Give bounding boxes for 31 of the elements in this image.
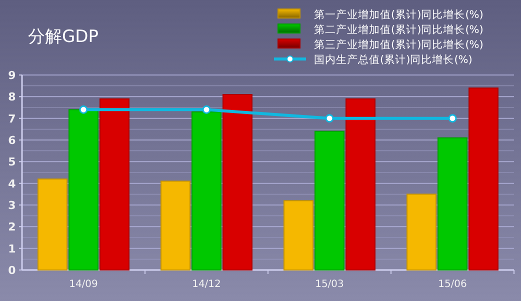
- legend-label: 国内生产总值(累计)同比增长(%): [314, 53, 472, 66]
- bar: [100, 98, 130, 270]
- y-tick-label: 6: [8, 134, 16, 147]
- legend-label: 第二产业增加值(累计)同比增长(%): [314, 23, 484, 36]
- chart-title: 分解GDP: [28, 27, 99, 47]
- bar: [68, 109, 98, 270]
- y-tick-label: 1: [8, 242, 16, 256]
- y-tick-label: 5: [8, 156, 16, 169]
- x-tick-label: 15/03: [315, 279, 344, 290]
- legend-label: 第三产业增加值(累计)同比增长(%): [314, 38, 484, 51]
- bar: [284, 200, 314, 270]
- x-tick-label: 15/06: [438, 279, 467, 290]
- bar: [192, 111, 222, 270]
- y-tick-label: 9: [8, 69, 16, 82]
- y-tick-label: 0: [8, 264, 16, 277]
- bar: [314, 130, 344, 270]
- bar: [346, 98, 376, 270]
- bar: [468, 88, 498, 270]
- bar: [38, 178, 68, 270]
- y-tick-label: 7: [8, 112, 16, 126]
- bar: [160, 180, 190, 270]
- y-tick-label: 4: [8, 177, 16, 190]
- x-tick-label: 14/12: [192, 279, 221, 290]
- bar: [222, 94, 252, 270]
- x-tick-label: 14/09: [69, 279, 98, 290]
- y-tick-label: 3: [8, 199, 16, 212]
- bar: [406, 194, 436, 270]
- y-tick-label: 2: [8, 220, 16, 234]
- bar: [438, 137, 468, 270]
- y-tick-label: 8: [8, 90, 16, 104]
- legend-label: 第一产业增加值(累计)同比增长(%): [314, 8, 484, 21]
